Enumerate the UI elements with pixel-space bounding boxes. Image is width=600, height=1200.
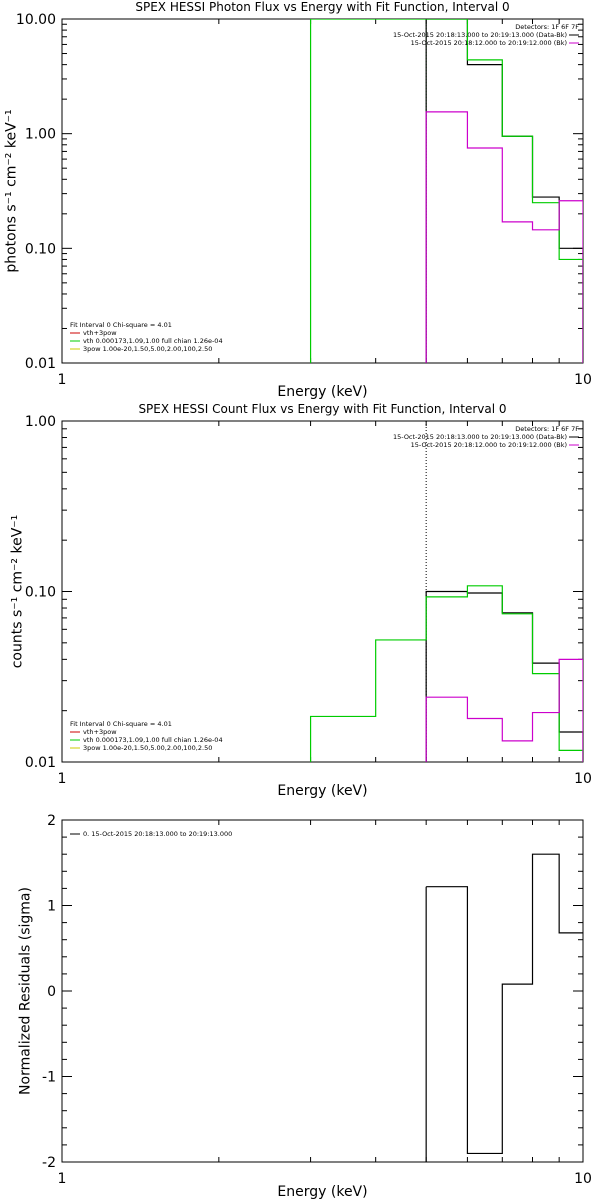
series-line-2 <box>309 585 583 762</box>
series-line-3 <box>425 658 583 762</box>
legend-text: vth+3pow <box>83 329 117 337</box>
y-tick-label: 0.01 <box>25 356 56 372</box>
chart-title: SPEX HESSI Photon Flux vs Energy with Fi… <box>135 0 509 14</box>
plot-frame <box>61 819 584 1163</box>
x-axis-label: Energy (keV) <box>277 783 367 799</box>
y-tick-label: -1 <box>42 1070 56 1086</box>
legend-text: 3pow 1.00e-20,1.50,5.00,2.00,100,2.50 <box>83 744 212 752</box>
plot-data-area <box>309 421 583 762</box>
y-tick-label: 10.00 <box>16 12 56 28</box>
series-line-1 <box>425 590 583 762</box>
y-tick-label: 1.00 <box>25 127 56 143</box>
plot-frame <box>61 18 584 364</box>
header-text: 15-Oct-2015 20:18:12.000 to 20:19:12.000… <box>411 441 567 449</box>
y-tick-label: 0 <box>47 984 56 1000</box>
x-tick-label: 1 <box>58 372 67 388</box>
header-text: Detectors: 1F 6F 7F <box>515 425 579 433</box>
legend-text: Fit Interval 0 Chi-square = 4.01 <box>70 720 172 728</box>
y-tick-label: 1.00 <box>25 414 56 430</box>
y-tick-label: 0.01 <box>25 755 56 771</box>
header-text: 15-Oct-2015 20:18:13.000 to 20:19:13.000… <box>393 31 567 39</box>
y-tick-label: 0.10 <box>25 241 56 257</box>
legend-text: vth+3pow <box>83 728 117 736</box>
plot-panel-3: 1 10 -2 -1 0 1 2 Energy (keV) Normalized Residua… <box>18 813 592 1200</box>
y-tick-label: 1 <box>47 899 56 915</box>
series-line-1 <box>426 853 583 1155</box>
legend-text: vth 0.000173,1.09,1.00 full chian 1.26e-… <box>83 736 223 744</box>
header-text: 15-Oct-2015 20:18:13.000 to 20:19:13.000… <box>393 433 567 441</box>
legend-text: 0. 15-Oct-2015 20:18:13.000 to 20:19:13.… <box>83 830 232 838</box>
legend-text: Fit Interval 0 Chi-square = 4.01 <box>70 321 172 329</box>
x-tick-label: 10 <box>574 372 592 388</box>
series-line-2 <box>309 19 583 363</box>
plot-data-area <box>309 19 583 363</box>
x-tick-label: 10 <box>574 1171 592 1187</box>
header-text: 15-Oct-2015 20:18:12.000 to 20:19:12.000… <box>411 39 567 47</box>
x-tick-label: 1 <box>58 1171 67 1187</box>
x-axis-label: Energy (keV) <box>277 384 367 400</box>
y-axis-label: counts s⁻¹ cm⁻² keV⁻¹ <box>10 515 26 669</box>
legend-text: vth 0.000173,1.09,1.00 full chian 1.26e-… <box>83 337 223 345</box>
x-tick-label: 1 <box>58 771 67 787</box>
x-axis-label: Energy (keV) <box>277 1184 367 1200</box>
plot-panel-2: 1 10 0.01 0.10 1.00 SPEX HESSI Count Flux vs … <box>10 402 592 799</box>
y-axis-label: Normalized Residuals (sigma) <box>18 887 34 1095</box>
legend-text: 3pow 1.00e-20,1.50,5.00,2.00,100,2.50 <box>83 345 212 353</box>
chart-title: SPEX HESSI Count Flux vs Energy with Fit… <box>138 402 506 416</box>
y-tick-label: 0.10 <box>25 585 56 601</box>
series-line-3 <box>425 111 583 363</box>
x-tick-label: 10 <box>574 771 592 787</box>
series-line-1 <box>425 19 583 363</box>
plot-frame <box>61 420 584 763</box>
plot-data-area <box>425 853 583 1162</box>
y-axis-label: photons s⁻¹ cm⁻² keV⁻¹ <box>4 109 20 272</box>
y-tick-label: 2 <box>47 813 56 829</box>
y-tick-label: -2 <box>42 1155 56 1171</box>
plot-panel-1: 1 10 0.01 0.10 1.00 10.00 SPEX HESSI Photon Fl… <box>4 0 592 400</box>
header-text: Detectors: 1F 6F 7F <box>515 23 579 31</box>
